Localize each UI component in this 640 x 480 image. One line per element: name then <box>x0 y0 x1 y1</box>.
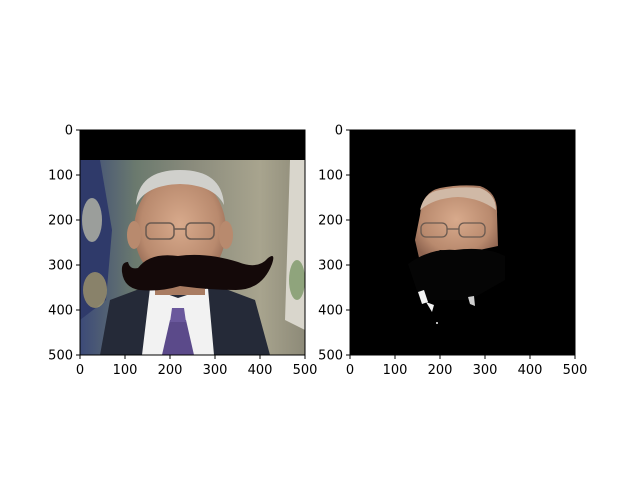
left-xtick-label: 0 <box>76 363 84 378</box>
left-ytick-label: 100 <box>48 169 73 184</box>
left-xtick-label: 200 <box>158 363 183 378</box>
right-axes-frame <box>349 129 576 356</box>
left-photo <box>80 130 305 355</box>
left-ytick-label: 200 <box>48 214 73 229</box>
right-image-panel <box>349 129 576 356</box>
right-xtick-label: 500 <box>563 363 588 378</box>
left-axes-frame <box>79 129 306 356</box>
left-image-panel <box>79 129 306 356</box>
right-xtick-label: 300 <box>473 363 498 378</box>
right-xtick-label: 0 <box>346 363 354 378</box>
right-ytick-label: 200 <box>318 214 343 229</box>
left-ytick-label: 400 <box>48 304 73 319</box>
left-ytick-label: 0 <box>65 124 73 139</box>
left-ytick-label: 300 <box>48 259 73 274</box>
right-xtick-label: 100 <box>383 363 408 378</box>
right-ytick-label: 0 <box>335 124 343 139</box>
right-xtick-label: 400 <box>518 363 543 378</box>
right-ytick-label: 100 <box>318 169 343 184</box>
left-xtick-label: 400 <box>248 363 273 378</box>
left-xtick-label: 500 <box>293 363 318 378</box>
right-ytick-label: 400 <box>318 304 343 319</box>
left-xtick-label: 300 <box>203 363 228 378</box>
left-ytick-label: 500 <box>48 349 73 364</box>
right-photo <box>350 130 575 355</box>
right-ytick-label: 300 <box>318 259 343 274</box>
right-xtick-label: 200 <box>428 363 453 378</box>
left-xtick-label: 100 <box>113 363 138 378</box>
right-ytick-label: 500 <box>318 349 343 364</box>
